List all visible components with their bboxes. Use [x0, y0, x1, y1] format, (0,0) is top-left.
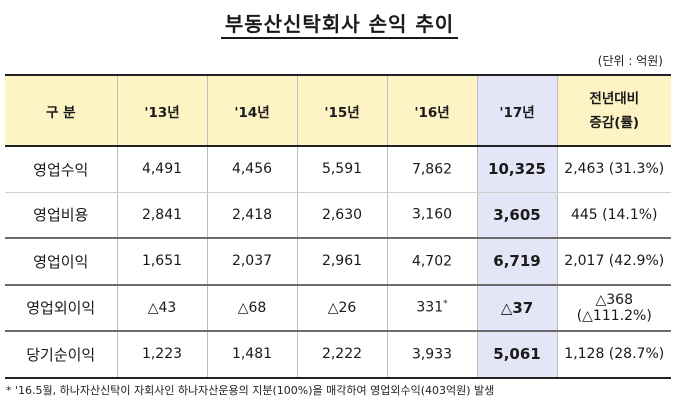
cell-2014: △68: [206, 284, 298, 332]
cell-change: 2,017 (42.9%): [556, 238, 671, 286]
cell-2016: 3,933: [386, 331, 478, 379]
unit-note: (단위 : 억원): [597, 54, 663, 68]
cell-2014: 2,037: [206, 238, 298, 286]
cell-2017: 3,605: [476, 192, 558, 239]
row-label: 영업이익: [5, 238, 118, 286]
row-label: 영업비용: [5, 192, 118, 239]
header-change: 전년대비 증감(률): [556, 74, 671, 147]
cell-2017: 6,719: [476, 238, 558, 286]
cell-2013: 1,223: [116, 331, 208, 379]
row-label: 영업외이익: [5, 284, 118, 332]
header-2017: '17년: [476, 74, 558, 147]
cell-2016-value: 331: [416, 300, 444, 317]
page-title-text: 부동산신탁회사 손익 추이: [220, 12, 459, 39]
cell-2016: 4,702: [386, 238, 478, 286]
table-row: 영업수익 4,491 4,456 5,591 7,862 10,325 2,46…: [5, 146, 671, 193]
cell-change: 1,128 (28.7%): [556, 331, 671, 379]
table-row: 영업비용 2,841 2,418 2,630 3,160 3,605 445 (…: [5, 192, 671, 239]
header-2013: '13년: [116, 74, 208, 147]
header-row: 구 분 '13년 '14년 '15년 '16년 '17년 전년대비 증감(률): [5, 74, 671, 147]
cell-change: △368 (△111.2%): [556, 284, 671, 332]
header-2014: '14년: [206, 74, 298, 147]
cell-2014: 1,481: [206, 331, 298, 379]
header-category: 구 분: [5, 74, 118, 147]
profit-loss-table: 구 분 '13년 '14년 '15년 '16년 '17년 전년대비 증감(률) …: [5, 74, 671, 379]
cell-2015: 2,961: [296, 238, 388, 286]
cell-2014: 2,418: [206, 192, 298, 239]
cell-2013: △43: [116, 284, 208, 332]
table-row: 영업이익 1,651 2,037 2,961 4,702 6,719 2,017…: [5, 238, 671, 286]
header-change-line1: 전년대비: [589, 90, 640, 107]
footnote: * '16.5월, 하나자산신탁이 자회사인 하나자산운용의 지분(100%)을…: [6, 384, 495, 397]
cell-2016: 331*: [386, 284, 478, 332]
cell-change: 2,463 (31.3%): [556, 146, 671, 193]
header-2016: '16년: [386, 74, 478, 147]
cell-2017: 5,061: [476, 331, 558, 379]
cell-2015: 2,222: [296, 331, 388, 379]
header-change-line2: 증감(률): [589, 114, 640, 131]
page-title: 부동산신탁회사 손익 추이: [0, 8, 679, 39]
cell-2013: 1,651: [116, 238, 208, 286]
table-row: 당기순이익 1,223 1,481 2,222 3,933 5,061 1,12…: [5, 331, 671, 379]
header-2015: '15년: [296, 74, 388, 147]
cell-2017: △37: [476, 284, 558, 332]
cell-2016-value: 4,702: [411, 253, 453, 270]
table-row: 영업외이익 △43 △68 △26 331* △37 △368 (△111.2%…: [5, 284, 671, 332]
cell-2013: 2,841: [116, 192, 208, 239]
cell-2017: 10,325: [476, 146, 558, 193]
cell-2016-value: 7,862: [411, 161, 453, 178]
row-label: 영업수익: [5, 146, 118, 193]
cell-2016: 7,862: [386, 146, 478, 193]
cell-2016-value: 3,933: [411, 346, 453, 363]
cell-change: 445 (14.1%): [556, 192, 671, 239]
cell-2014: 4,456: [206, 146, 298, 193]
cell-2016: 3,160: [386, 192, 478, 239]
cell-2015: 2,630: [296, 192, 388, 239]
cell-2015: △26: [296, 284, 388, 332]
row-label: 당기순이익: [5, 331, 118, 379]
cell-2013: 4,491: [116, 146, 208, 193]
cell-2015: 5,591: [296, 146, 388, 193]
cell-2016-value: 3,160: [411, 207, 453, 224]
cell-2016-mark: *: [443, 299, 448, 310]
